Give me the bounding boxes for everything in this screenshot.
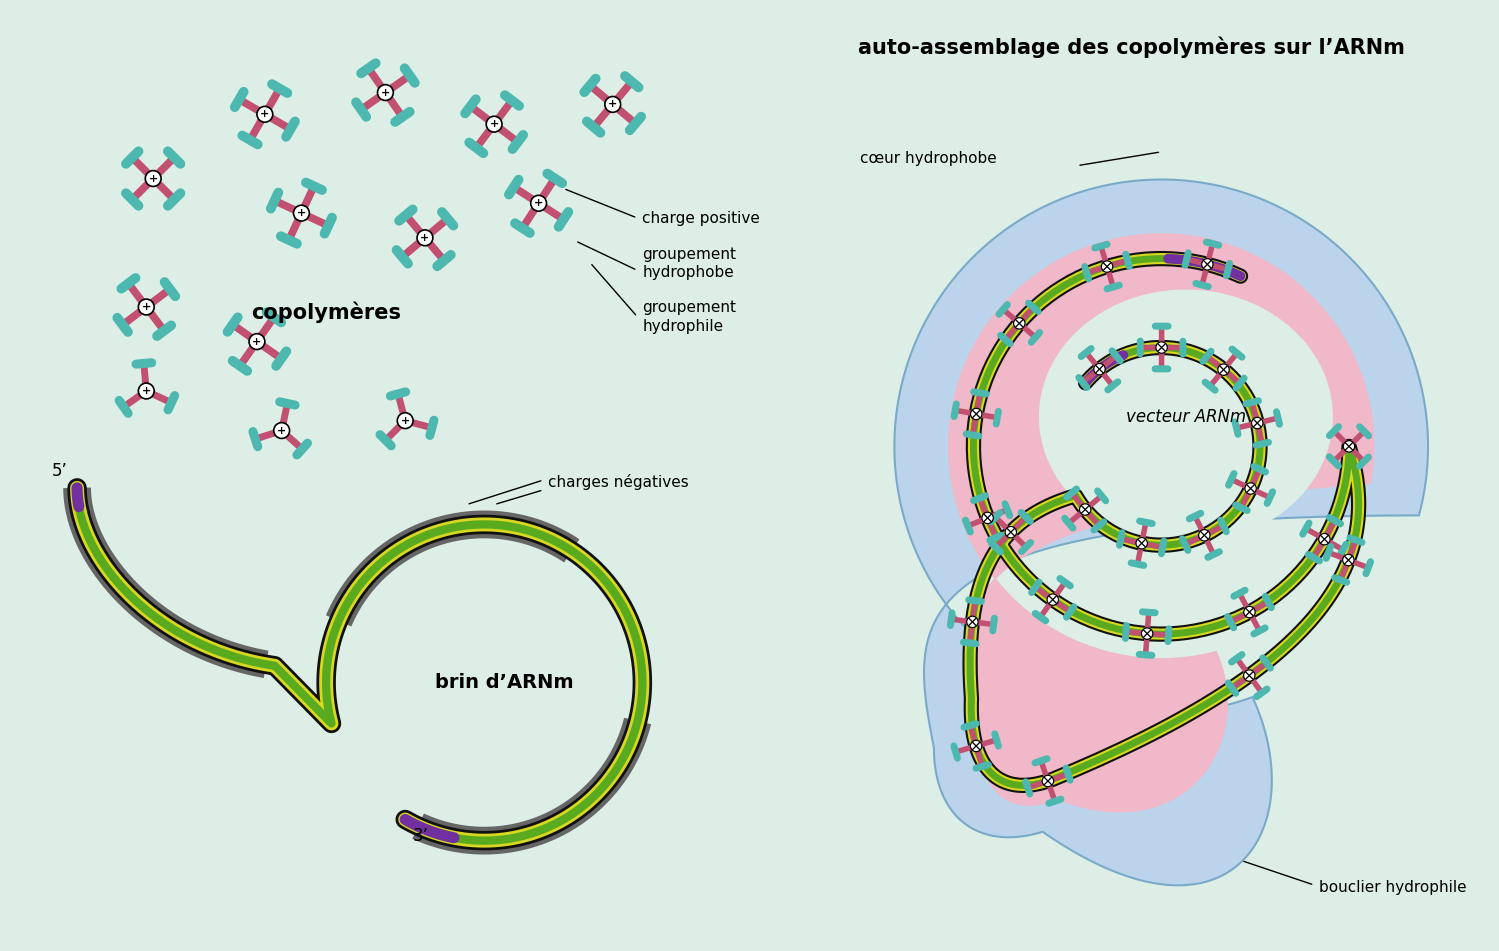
Circle shape	[970, 740, 982, 751]
Text: +: +	[400, 416, 409, 426]
Circle shape	[397, 413, 414, 429]
Circle shape	[531, 195, 547, 211]
Text: brin d’ARNm: brin d’ARNm	[435, 673, 573, 692]
Circle shape	[1006, 527, 1016, 538]
Text: groupement
hydrophile: groupement hydrophile	[643, 301, 736, 334]
Text: vecteur ARNm: vecteur ARNm	[1126, 408, 1246, 426]
Circle shape	[1217, 364, 1229, 376]
Circle shape	[138, 383, 154, 398]
Text: cœur hydrophobe: cœur hydrophobe	[860, 151, 997, 166]
Circle shape	[1013, 318, 1025, 329]
Circle shape	[1202, 259, 1213, 270]
Text: charge positive: charge positive	[643, 210, 760, 225]
Text: +: +	[252, 337, 261, 346]
Text: +: +	[141, 302, 151, 312]
Text: +: +	[261, 109, 270, 119]
Circle shape	[982, 513, 994, 524]
Text: +: +	[420, 233, 430, 243]
Text: groupement
hydrophobe: groupement hydrophobe	[643, 246, 736, 281]
Circle shape	[145, 170, 160, 186]
Polygon shape	[1040, 290, 1333, 543]
Text: charges négatives: charges négatives	[549, 474, 690, 490]
Polygon shape	[949, 234, 1373, 812]
Circle shape	[1156, 341, 1168, 353]
Text: 5’: 5’	[51, 462, 67, 480]
Text: copolymères: copolymères	[252, 301, 402, 322]
Circle shape	[1319, 534, 1330, 545]
Text: 3’: 3’	[414, 827, 429, 845]
Circle shape	[1199, 530, 1210, 541]
Circle shape	[486, 116, 502, 132]
Text: +: +	[534, 198, 543, 208]
Circle shape	[1244, 607, 1255, 618]
Circle shape	[294, 205, 309, 221]
Text: +: +	[277, 425, 286, 436]
Polygon shape	[895, 180, 1429, 885]
Circle shape	[1343, 554, 1354, 566]
Circle shape	[1079, 504, 1091, 515]
Circle shape	[1244, 483, 1256, 495]
Circle shape	[1141, 628, 1153, 639]
Circle shape	[970, 408, 982, 419]
Circle shape	[417, 230, 433, 245]
Circle shape	[1244, 670, 1255, 681]
Circle shape	[1102, 261, 1112, 272]
Text: +: +	[381, 87, 390, 98]
Text: +: +	[609, 100, 618, 109]
Text: +: +	[490, 119, 499, 129]
Circle shape	[1042, 775, 1054, 786]
Circle shape	[256, 107, 273, 122]
Circle shape	[604, 96, 621, 112]
Circle shape	[1136, 537, 1147, 549]
Circle shape	[378, 85, 393, 101]
Circle shape	[249, 334, 265, 350]
Circle shape	[274, 422, 289, 438]
Circle shape	[967, 616, 979, 628]
Text: +: +	[297, 208, 306, 218]
Circle shape	[1343, 440, 1355, 452]
Text: auto-assemblage des copolymères sur l’ARNm: auto-assemblage des copolymères sur l’AR…	[857, 36, 1405, 58]
Text: +: +	[141, 386, 151, 396]
Circle shape	[1048, 594, 1058, 606]
Circle shape	[138, 300, 154, 315]
Text: +: +	[148, 173, 157, 184]
Circle shape	[1094, 363, 1105, 375]
Text: bouclier hydrophile: bouclier hydrophile	[1319, 880, 1468, 895]
Circle shape	[1252, 417, 1264, 429]
